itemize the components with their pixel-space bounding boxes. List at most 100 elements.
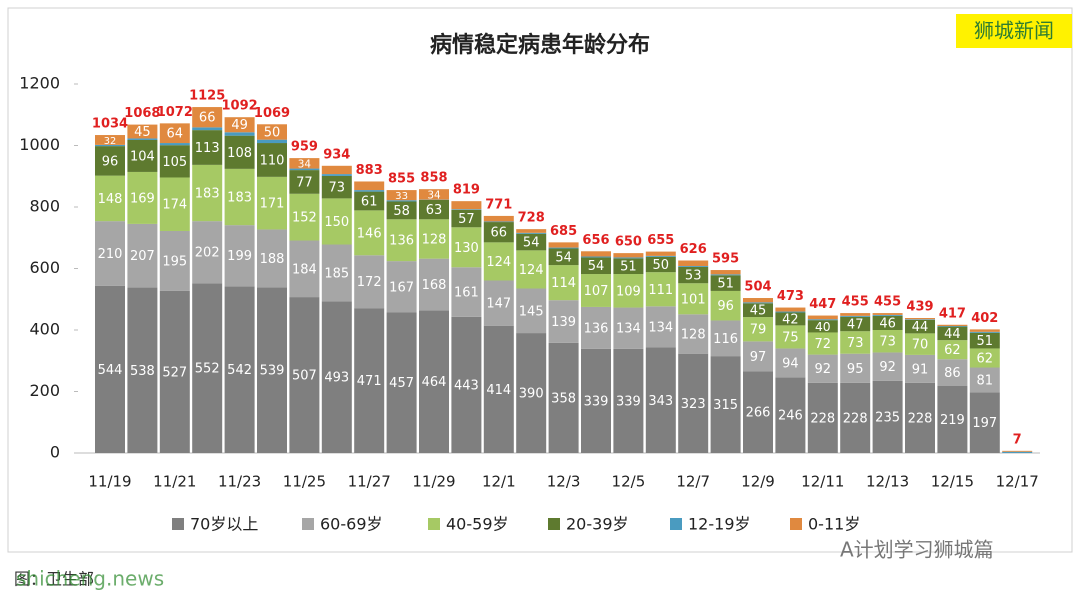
bar-segment — [937, 325, 967, 326]
y-tick-label: 1200 — [19, 74, 60, 93]
data-label: 183 — [195, 187, 220, 202]
data-label: 146 — [357, 226, 382, 241]
data-label: 75 — [782, 330, 799, 345]
data-label: 42 — [782, 312, 798, 327]
data-label: 124 — [486, 255, 511, 270]
data-label: 184 — [292, 262, 317, 277]
x-tick-label: 12/11 — [801, 473, 844, 491]
total-label: 1068 — [124, 106, 160, 121]
data-label: 339 — [584, 394, 609, 409]
bar-segment — [678, 266, 708, 267]
data-label: 49 — [231, 118, 248, 133]
y-tick-label: 600 — [29, 258, 60, 277]
data-label: 171 — [260, 197, 285, 212]
data-label: 53 — [685, 269, 702, 284]
x-tick-label: 12/13 — [866, 473, 909, 491]
data-label: 167 — [389, 280, 414, 295]
data-label: 266 — [746, 406, 771, 421]
x-tick-label: 11/27 — [348, 473, 391, 491]
data-label: 174 — [162, 198, 187, 213]
data-label: 73 — [329, 181, 346, 196]
site-watermark: shicheng.news — [16, 567, 164, 591]
y-tick-label: 1000 — [19, 135, 60, 154]
bar-segment — [549, 242, 579, 247]
data-label: 128 — [422, 232, 447, 247]
data-label: 91 — [912, 362, 929, 377]
data-label: 44 — [912, 320, 929, 335]
total-label: 1072 — [157, 105, 193, 120]
data-label: 202 — [195, 246, 220, 261]
bar-segment — [322, 174, 352, 176]
data-label: 246 — [778, 409, 803, 424]
data-label: 228 — [908, 411, 933, 426]
legend-label: 60-69岁 — [320, 515, 383, 534]
bar-segment — [743, 298, 773, 302]
chart-title: 病情稳定病患年龄分布 — [430, 32, 650, 58]
total-label: 655 — [647, 233, 674, 248]
bar-segment — [1002, 451, 1032, 452]
y-tick-label: 200 — [29, 381, 60, 400]
data-label: 110 — [260, 153, 285, 168]
bar-segment — [192, 127, 222, 130]
data-label: 161 — [454, 286, 479, 301]
data-label: 145 — [519, 304, 544, 319]
total-label: 685 — [550, 224, 577, 239]
total-label: 858 — [420, 171, 447, 186]
data-label: 45 — [134, 125, 151, 140]
data-label: 92 — [879, 360, 896, 375]
y-tick-label: 0 — [50, 443, 60, 462]
x-tick-label: 12/15 — [931, 473, 974, 491]
data-label: 130 — [454, 241, 479, 256]
legend-label: 20-39岁 — [566, 515, 629, 534]
data-label: 169 — [130, 191, 155, 206]
x-tick-label: 11/25 — [283, 473, 326, 491]
legend-swatch — [790, 518, 802, 530]
data-label: 62 — [977, 351, 994, 366]
data-label: 507 — [292, 369, 317, 384]
bar-segment — [354, 190, 384, 192]
data-label: 101 — [681, 292, 706, 307]
bar-segment — [808, 319, 838, 320]
data-label: 228 — [810, 411, 835, 426]
data-label: 86 — [944, 366, 961, 381]
data-label: 61 — [361, 195, 378, 210]
bar-segment — [451, 209, 481, 210]
data-label: 199 — [227, 249, 252, 264]
total-label: 455 — [874, 295, 901, 310]
data-label: 443 — [454, 378, 479, 393]
x-tick-label: 12/1 — [482, 473, 516, 491]
data-label: 339 — [616, 394, 641, 409]
total-label: 1125 — [189, 89, 225, 104]
bar-segment — [775, 312, 805, 313]
data-label: 493 — [324, 371, 349, 386]
legend-swatch — [548, 518, 560, 530]
data-label: 464 — [422, 375, 447, 390]
legend-label: 40-59岁 — [446, 515, 509, 534]
x-tick-label: 12/7 — [676, 473, 710, 491]
bar-segment — [873, 315, 903, 316]
total-label: 883 — [356, 163, 383, 178]
bar-segment — [905, 319, 935, 320]
data-label: 323 — [681, 397, 706, 412]
data-label: 51 — [717, 277, 734, 292]
legend-label: 70岁以上 — [190, 515, 258, 534]
data-label: 542 — [227, 363, 252, 378]
data-label: 390 — [519, 387, 544, 402]
data-label: 139 — [551, 315, 576, 330]
bar-segment — [775, 308, 805, 312]
data-label: 47 — [847, 318, 864, 333]
bar-segment — [451, 201, 481, 209]
data-label: 79 — [750, 323, 767, 338]
data-label: 152 — [292, 211, 317, 226]
total-label: 771 — [485, 197, 512, 212]
data-label: 73 — [847, 336, 864, 351]
data-label: 315 — [713, 398, 738, 413]
data-label: 150 — [324, 215, 349, 230]
data-label: 527 — [162, 365, 187, 380]
data-label: 471 — [357, 374, 382, 389]
data-label: 185 — [324, 266, 349, 281]
data-label: 54 — [523, 236, 540, 251]
bar-segment — [484, 216, 514, 222]
data-label: 136 — [584, 321, 609, 336]
